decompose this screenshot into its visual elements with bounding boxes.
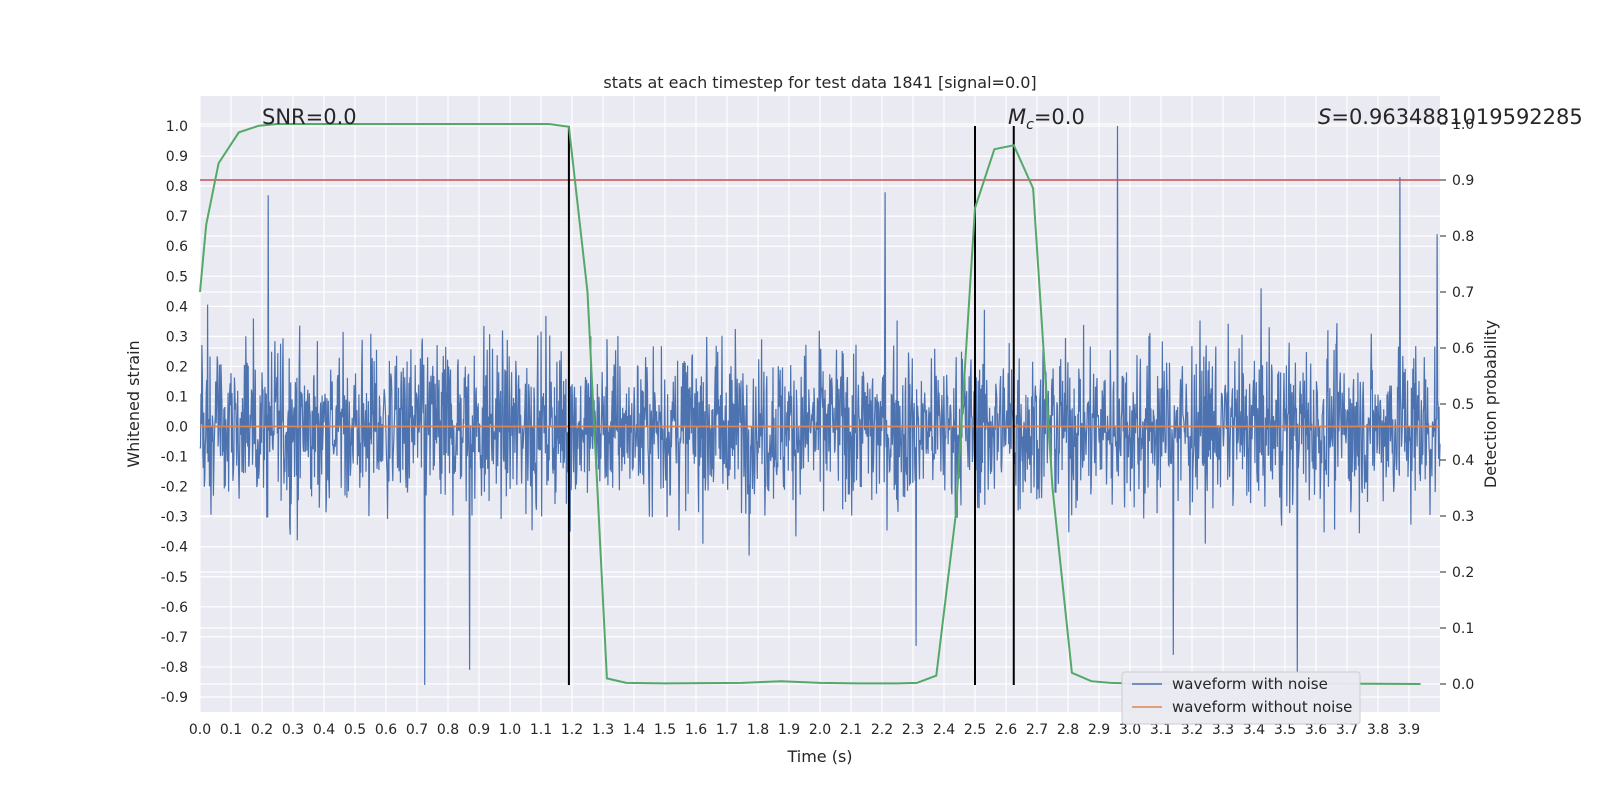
x-tick-label: 1.5: [654, 722, 676, 738]
x-tick-label: 3.3: [1212, 722, 1234, 738]
y2-tick-label: 0.0: [1452, 677, 1474, 693]
x-tick-label: 3.1: [1150, 722, 1172, 738]
x-tick-label: 1.9: [778, 722, 800, 738]
y2-tick-label: 0.3: [1452, 509, 1474, 525]
y-tick-label: 0.4: [166, 299, 188, 315]
x-tick-label: 2.7: [1026, 722, 1048, 738]
y2-tick-label: 0.2: [1452, 565, 1474, 581]
x-tick-label: 0.6: [375, 722, 397, 738]
mc-annotation: Mc=0.0: [1008, 105, 1085, 133]
grid: [199, 96, 1440, 712]
mc-value: =0.0: [1034, 105, 1085, 129]
y-axis-label: Whitened strain: [124, 340, 143, 467]
y-tick-label: -0.5: [161, 570, 188, 586]
x-tick-label: 2.4: [933, 722, 955, 738]
x-tick-label: 1.4: [623, 722, 645, 738]
y-tick-label: -0.1: [161, 450, 188, 466]
x-tick-label: 3.9: [1398, 722, 1420, 738]
x-tick-label: 1.1: [530, 722, 552, 738]
x-tick-label: 1.3: [592, 722, 614, 738]
y2-tick-label: 0.1: [1452, 621, 1474, 637]
x-tick-label: 0.8: [437, 722, 459, 738]
y2-tick-label: 1.0: [1452, 117, 1474, 133]
y2-tick-label: 0.9: [1452, 173, 1474, 189]
x-tick-label: 0.7: [406, 722, 428, 738]
y2-axis-ticks: 0.0 0.1 0.2 0.3 0.4 0.5 0.6 0.7 0.8 0.9 1.0: [1440, 117, 1474, 693]
y-tick-label: 0.5: [166, 269, 188, 285]
x-tick-label: 2.3: [902, 722, 924, 738]
y-axis-ticks: -0.9 -0.8 -0.7 -0.6 -0.5 -0.4 -0.3 -0.2 -0.1 0.0 0…: [161, 119, 188, 706]
y-tick-label: -0.2: [161, 480, 188, 496]
legend-label-noise: waveform with noise: [1172, 675, 1328, 693]
y-tick-label: -0.6: [161, 600, 188, 616]
x-tick-label: 0.4: [313, 722, 335, 738]
y-tick-label: -0.3: [161, 510, 188, 526]
noise-polyline: [199, 125, 1441, 686]
x-tick-label: 3.7: [1336, 722, 1358, 738]
x-tick-label: 1.2: [561, 722, 583, 738]
y-tick-label: -0.7: [161, 630, 188, 646]
mc-symbol: M: [1008, 105, 1026, 129]
y2-tick-label: 0.6: [1452, 341, 1474, 357]
x-tick-label: 2.5: [964, 722, 986, 738]
x-tick-label: 2.9: [1088, 722, 1110, 738]
legend-label-clean: waveform without noise: [1172, 698, 1352, 716]
y-tick-label: -0.8: [161, 660, 188, 676]
x-tick-label: 2.0: [809, 722, 831, 738]
x-tick-label: 3.6: [1305, 722, 1327, 738]
y-tick-label: -0.4: [161, 540, 188, 556]
x-tick-label: 3.5: [1274, 722, 1296, 738]
x-tick-label: 0.0: [189, 722, 211, 738]
legend-box: [1121, 671, 1361, 725]
y-tick-label: 0.3: [166, 329, 188, 345]
y2-tick-label: 0.8: [1452, 229, 1474, 245]
y-tick-label: -0.9: [161, 690, 188, 706]
legend: waveform with noise waveform without noi…: [1121, 671, 1361, 725]
snr-annotation: SNR=0.0: [262, 105, 357, 129]
y-tick-label: 0.6: [166, 239, 188, 255]
x-tick-label: 3.0: [1119, 722, 1141, 738]
y2-axis-label: Detection probability: [1481, 320, 1500, 488]
x-tick-label: 0.5: [344, 722, 366, 738]
x-tick-label: 1.0: [499, 722, 521, 738]
x-tick-label: 3.8: [1367, 722, 1389, 738]
s-symbol: S: [1318, 105, 1331, 129]
y-tick-label: 0.9: [166, 149, 188, 165]
y2-tick-label: 0.7: [1452, 285, 1474, 301]
y-tick-label: 1.0: [166, 119, 188, 135]
s-value: =0.9634881019592285: [1331, 105, 1582, 129]
x-tick-label: 2.6: [995, 722, 1017, 738]
waveform-with-noise-line: [199, 125, 1441, 686]
x-tick-label: 0.9: [468, 722, 490, 738]
x-tick-label: 1.8: [747, 722, 769, 738]
y-tick-label: 0.1: [166, 389, 188, 405]
x-axis-ticks: 0.0 0.1 0.2 0.3 0.4 0.5 0.6 0.7 0.8 0.9 1.0 1.1 1.2 1…: [189, 722, 1420, 738]
y-tick-label: 0.2: [166, 359, 188, 375]
x-tick-label: 3.2: [1181, 722, 1203, 738]
x-tick-label: 1.7: [716, 722, 738, 738]
x-tick-label: 1.6: [685, 722, 707, 738]
detection-probability-line: [199, 123, 1421, 685]
x-tick-label: 2.2: [871, 722, 893, 738]
y2-tick-label: 0.4: [1452, 453, 1474, 469]
x-axis-label: Time (s): [786, 747, 852, 766]
x-tick-label: 0.1: [220, 722, 242, 738]
x-tick-label: 2.8: [1057, 722, 1079, 738]
mc-subscript: c: [1026, 117, 1034, 133]
x-tick-label: 0.3: [282, 722, 304, 738]
y-tick-label: 0.7: [166, 209, 188, 225]
y-tick-label: 0.8: [166, 179, 188, 195]
x-tick-label: 0.2: [251, 722, 273, 738]
chart-title: stats at each timestep for test data 184…: [603, 73, 1036, 92]
y2-tick-label: 0.5: [1452, 397, 1474, 413]
y-tick-label: 0.0: [166, 420, 188, 436]
probability-polyline: [199, 123, 1421, 685]
x-tick-label: 3.4: [1243, 722, 1265, 738]
s-annotation: S=0.9634881019592285: [1318, 105, 1583, 129]
x-tick-label: 2.1: [840, 722, 862, 738]
